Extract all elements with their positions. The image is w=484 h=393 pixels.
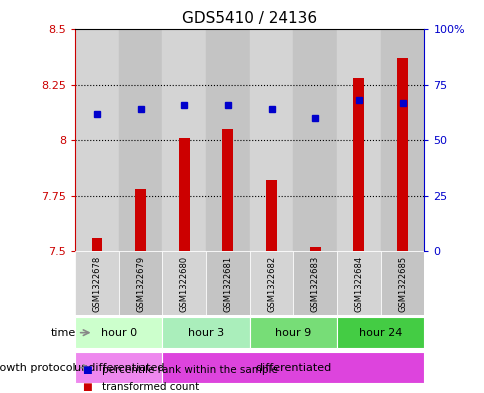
Text: hour 0: hour 0 xyxy=(101,328,136,338)
Text: undifferentiated: undifferentiated xyxy=(74,363,164,373)
Bar xyxy=(206,29,249,251)
Text: percentile rank within the sample: percentile rank within the sample xyxy=(102,365,277,375)
Text: GSM1322684: GSM1322684 xyxy=(354,256,363,312)
Text: time: time xyxy=(50,328,76,338)
Bar xyxy=(179,138,189,251)
Text: GSM1322680: GSM1322680 xyxy=(180,256,188,312)
Text: GSM1322682: GSM1322682 xyxy=(267,256,275,312)
Text: hour 24: hour 24 xyxy=(358,328,402,338)
Text: differentiated: differentiated xyxy=(255,363,331,373)
Bar xyxy=(249,317,336,349)
Text: ■: ■ xyxy=(82,365,92,375)
Bar xyxy=(222,129,233,251)
Bar xyxy=(162,352,424,384)
Bar xyxy=(336,251,380,315)
Text: hour 9: hour 9 xyxy=(275,328,311,338)
Bar xyxy=(119,29,162,251)
Bar xyxy=(266,180,276,251)
Bar xyxy=(75,317,162,349)
Bar xyxy=(249,29,293,251)
Bar xyxy=(249,251,293,315)
Bar xyxy=(206,251,249,315)
Bar xyxy=(293,29,336,251)
Bar xyxy=(353,78,363,251)
Text: GSM1322678: GSM1322678 xyxy=(92,256,101,312)
Bar xyxy=(119,251,162,315)
Bar xyxy=(162,317,249,349)
Bar xyxy=(75,29,119,251)
Text: growth protocol: growth protocol xyxy=(0,363,76,373)
Title: GDS5410 / 24136: GDS5410 / 24136 xyxy=(182,11,317,26)
Bar xyxy=(135,189,146,251)
Bar xyxy=(75,352,162,384)
Bar xyxy=(396,58,407,251)
Bar xyxy=(91,238,102,251)
Text: hour 3: hour 3 xyxy=(188,328,224,338)
Text: GSM1322679: GSM1322679 xyxy=(136,256,145,312)
Bar xyxy=(293,251,336,315)
Bar xyxy=(75,251,119,315)
Text: GSM1322681: GSM1322681 xyxy=(223,256,232,312)
Text: GSM1322685: GSM1322685 xyxy=(397,256,406,312)
Bar xyxy=(309,246,320,251)
Bar xyxy=(162,251,206,315)
Text: GSM1322683: GSM1322683 xyxy=(310,256,319,312)
Bar xyxy=(162,29,206,251)
Bar xyxy=(336,29,380,251)
Text: ■: ■ xyxy=(82,382,92,392)
Bar xyxy=(380,251,424,315)
Bar xyxy=(380,29,424,251)
Bar xyxy=(336,317,424,349)
Text: transformed count: transformed count xyxy=(102,382,199,392)
